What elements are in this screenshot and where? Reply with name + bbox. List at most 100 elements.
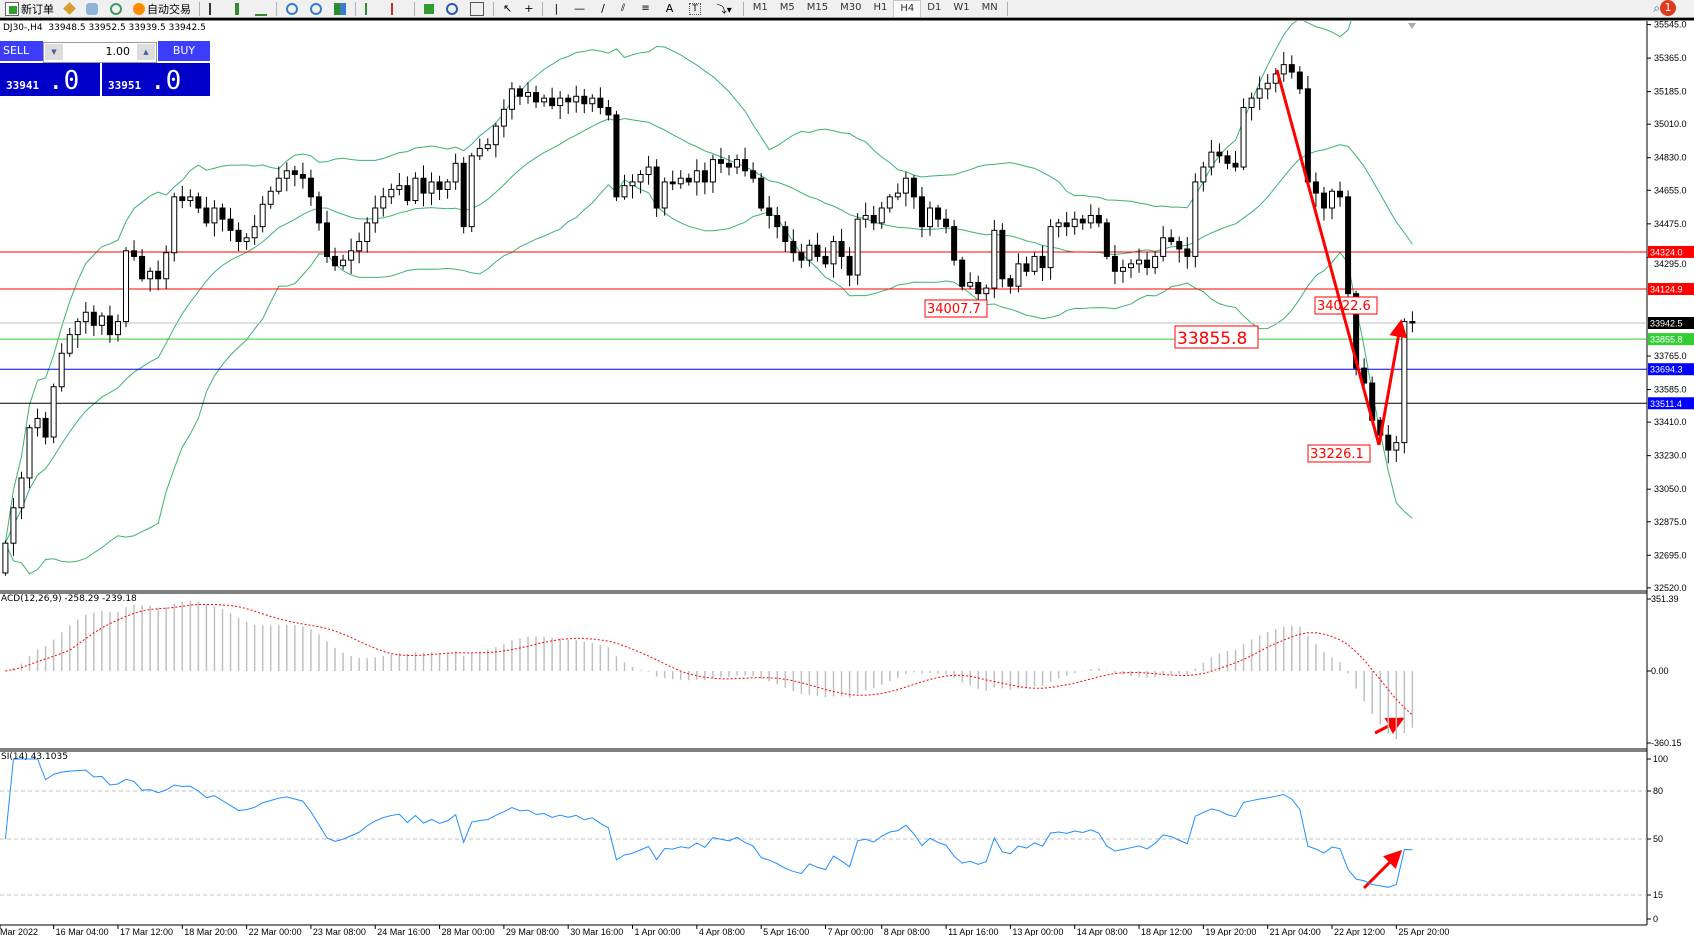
timeframe-mn[interactable]: MN xyxy=(981,1,998,13)
new-order-button[interactable]: 新订单 xyxy=(0,1,59,17)
candle-body xyxy=(259,203,266,228)
candle-body xyxy=(1216,151,1223,157)
sell-price[interactable]: 33941 .0 xyxy=(0,63,100,96)
trendline-icon[interactable]: / xyxy=(601,2,605,15)
candle-body xyxy=(927,207,933,228)
lot-size-input[interactable]: ▼ 1.00 ▲ xyxy=(43,42,157,63)
sell-button[interactable]: SELL xyxy=(0,41,43,61)
arrows-icon[interactable]: ⤵▾ xyxy=(716,5,732,16)
timeframe-h1[interactable]: H1 xyxy=(873,1,888,13)
fibonacci-icon[interactable]: ≡ xyxy=(641,3,650,14)
time-tick-label: 8 Apr 08:00 xyxy=(884,927,930,936)
price-tick-label: 33230.0 xyxy=(1654,451,1687,461)
candle-body xyxy=(814,244,821,257)
candle-body xyxy=(123,250,129,323)
candle xyxy=(790,229,797,262)
timeframe-h4[interactable]: H4 xyxy=(893,0,922,17)
text-icon[interactable]: A xyxy=(665,2,674,15)
candle-body xyxy=(1248,97,1255,108)
candle xyxy=(1152,251,1159,274)
equidistant-channel-icon[interactable]: ⫽ xyxy=(620,3,626,14)
time-tick-label: 23 Mar 08:00 xyxy=(313,927,366,936)
lot-decrease-button[interactable]: ▼ xyxy=(45,44,63,60)
zoom-out-icon[interactable] xyxy=(310,2,322,15)
candle xyxy=(1007,275,1014,294)
candle-body xyxy=(1055,222,1062,228)
candle xyxy=(1039,245,1046,281)
candle-body xyxy=(943,218,950,228)
candle xyxy=(356,232,363,264)
candle-body xyxy=(179,196,186,202)
time-tick-label: 18 Mar 20:00 xyxy=(184,927,237,936)
candle xyxy=(332,247,339,271)
price-annotation: 33855.8 xyxy=(1177,329,1247,349)
buy-price[interactable]: 33951 .0 xyxy=(102,63,210,96)
candle xyxy=(685,173,692,186)
candle-body xyxy=(315,196,322,224)
cursor-icon[interactable]: ↖ xyxy=(503,2,513,15)
price-tick-label: 33410.0 xyxy=(1654,417,1687,427)
candle xyxy=(838,228,845,269)
macd-tick-label: 351.39 xyxy=(1651,594,1679,604)
candle xyxy=(573,85,580,113)
candle xyxy=(1063,211,1070,237)
text-label-icon[interactable]: T xyxy=(689,2,701,15)
candle xyxy=(1312,172,1319,207)
timeframe-m15[interactable]: M15 xyxy=(806,1,829,13)
chart-shift-icon[interactable] xyxy=(391,2,405,15)
candle-body xyxy=(500,108,507,127)
time-tick-label: 18 Apr 12:00 xyxy=(1141,927,1192,936)
candle-body xyxy=(661,181,668,209)
market-watch-icon[interactable] xyxy=(63,2,76,15)
candle-body xyxy=(340,259,347,267)
vertical-line-icon[interactable]: | xyxy=(554,2,559,15)
timeframe-m1[interactable]: M1 xyxy=(752,1,768,13)
candle xyxy=(814,232,821,262)
candle-body xyxy=(581,95,588,105)
candle xyxy=(211,200,218,237)
divider xyxy=(199,1,200,16)
buy-button[interactable]: BUY xyxy=(158,41,210,61)
search-icon[interactable]: ⌕ xyxy=(1653,1,1660,15)
horizontal-line-icon[interactable]: — xyxy=(574,2,586,15)
timeframe-d1[interactable]: D1 xyxy=(927,1,942,13)
candle-body xyxy=(131,250,138,257)
periods-clock-icon[interactable] xyxy=(446,2,458,15)
lot-increase-button[interactable]: ▲ xyxy=(137,44,155,60)
tile-windows-icon[interactable] xyxy=(334,2,346,15)
auto-trading-button[interactable]: 自动交易 xyxy=(128,1,196,17)
candle-body xyxy=(452,162,459,183)
bar-chart-icon[interactable] xyxy=(209,2,223,15)
price-line-label: 33511.4 xyxy=(1650,399,1682,409)
candle xyxy=(1184,237,1191,269)
candle-body xyxy=(878,207,885,224)
timeframe-m30[interactable]: M30 xyxy=(840,1,862,13)
candlestick-icon[interactable] xyxy=(235,2,243,15)
indicators-icon[interactable] xyxy=(424,3,434,14)
templates-icon[interactable] xyxy=(470,1,484,16)
time-tick-label: Mar 2022 xyxy=(0,927,38,936)
divider xyxy=(355,1,356,16)
navigator-icon[interactable] xyxy=(86,2,98,15)
signal-icon[interactable] xyxy=(110,2,122,15)
candle xyxy=(275,166,282,195)
price-line-badge xyxy=(1648,333,1694,346)
chart-frame-top xyxy=(0,18,1694,21)
candle xyxy=(10,498,17,556)
auto-scroll-icon[interactable] xyxy=(365,2,379,15)
zoom-in-icon[interactable] xyxy=(286,2,298,15)
timeframe-m5[interactable]: M5 xyxy=(779,1,795,13)
candle-body xyxy=(975,281,982,295)
candle xyxy=(227,207,234,242)
candle xyxy=(541,94,548,107)
price-tick-label: 35545.0 xyxy=(1654,20,1687,30)
crosshair-icon[interactable]: + xyxy=(524,2,534,15)
candle-body xyxy=(1264,82,1271,90)
timeframe-w1[interactable]: W1 xyxy=(953,1,970,13)
candle-body xyxy=(1160,237,1167,257)
notification-badge[interactable]: 1 xyxy=(1660,0,1676,16)
candle xyxy=(299,162,306,189)
candle xyxy=(315,191,322,231)
line-chart-icon[interactable] xyxy=(255,2,267,16)
